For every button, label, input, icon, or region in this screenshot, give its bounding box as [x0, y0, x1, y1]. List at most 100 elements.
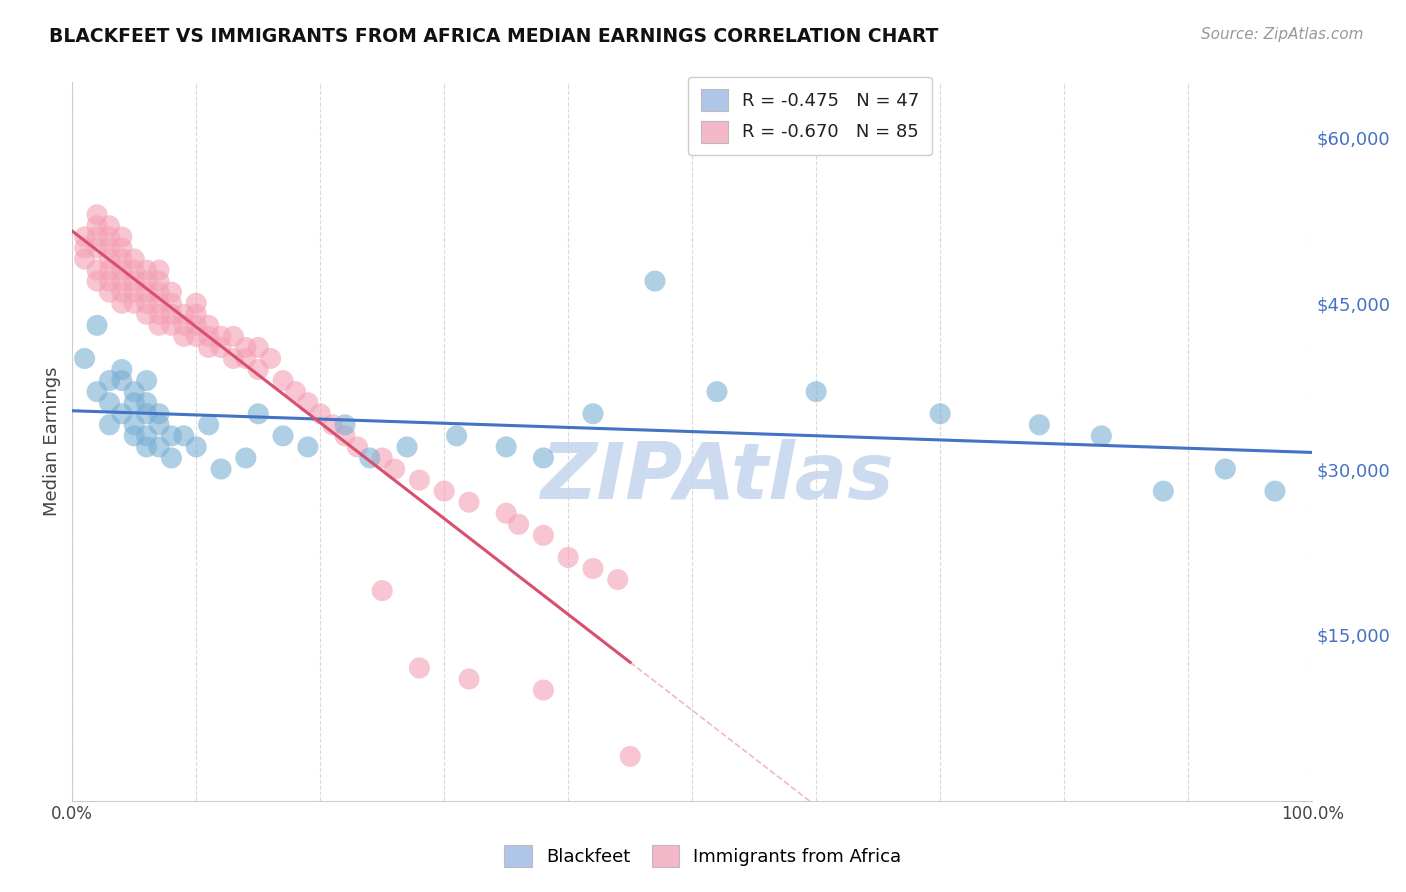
Point — [408, 661, 430, 675]
Point — [1028, 417, 1050, 432]
Point — [557, 550, 579, 565]
Point — [606, 573, 628, 587]
Point — [160, 285, 183, 300]
Point — [98, 230, 121, 244]
Point — [259, 351, 281, 366]
Point — [309, 407, 332, 421]
Point — [333, 417, 356, 432]
Point — [186, 296, 208, 310]
Point — [73, 230, 96, 244]
Point — [333, 429, 356, 443]
Point — [619, 749, 641, 764]
Point — [111, 362, 134, 376]
Point — [111, 230, 134, 244]
Point — [173, 329, 195, 343]
Point — [186, 440, 208, 454]
Point — [197, 340, 219, 354]
Point — [122, 429, 145, 443]
Point — [197, 318, 219, 333]
Point — [86, 219, 108, 233]
Point — [495, 440, 517, 454]
Point — [98, 274, 121, 288]
Point — [135, 440, 157, 454]
Point — [86, 274, 108, 288]
Text: Source: ZipAtlas.com: Source: ZipAtlas.com — [1201, 27, 1364, 42]
Y-axis label: Median Earnings: Median Earnings — [44, 367, 60, 516]
Point — [86, 241, 108, 255]
Point — [222, 351, 245, 366]
Point — [804, 384, 827, 399]
Point — [458, 495, 481, 509]
Point — [531, 450, 554, 465]
Point — [98, 417, 121, 432]
Point — [111, 296, 134, 310]
Point — [148, 285, 170, 300]
Point — [73, 252, 96, 266]
Point — [706, 384, 728, 399]
Point — [384, 462, 406, 476]
Point — [433, 484, 456, 499]
Point — [322, 417, 344, 432]
Point — [135, 429, 157, 443]
Point — [458, 672, 481, 686]
Point — [148, 417, 170, 432]
Point — [98, 374, 121, 388]
Point — [160, 318, 183, 333]
Point — [122, 252, 145, 266]
Point — [135, 374, 157, 388]
Point — [111, 274, 134, 288]
Point — [346, 440, 368, 454]
Point — [86, 230, 108, 244]
Point — [111, 263, 134, 277]
Point — [98, 252, 121, 266]
Point — [173, 318, 195, 333]
Point — [186, 307, 208, 321]
Point — [98, 285, 121, 300]
Point — [235, 450, 257, 465]
Point — [160, 450, 183, 465]
Point — [247, 362, 270, 376]
Point — [297, 440, 319, 454]
Point — [395, 440, 418, 454]
Point — [197, 417, 219, 432]
Point — [582, 561, 605, 575]
Point — [111, 407, 134, 421]
Point — [197, 329, 219, 343]
Point — [86, 318, 108, 333]
Point — [135, 296, 157, 310]
Point — [122, 285, 145, 300]
Point — [173, 429, 195, 443]
Point — [135, 274, 157, 288]
Point — [186, 318, 208, 333]
Point — [98, 395, 121, 409]
Point — [148, 407, 170, 421]
Legend: R = -0.475   N = 47, R = -0.670   N = 85: R = -0.475 N = 47, R = -0.670 N = 85 — [688, 77, 932, 155]
Point — [408, 473, 430, 487]
Point — [122, 417, 145, 432]
Point — [1152, 484, 1174, 499]
Point — [86, 384, 108, 399]
Point — [135, 395, 157, 409]
Point — [284, 384, 307, 399]
Text: ZIPAtlas: ZIPAtlas — [540, 439, 894, 516]
Point — [446, 429, 468, 443]
Point — [222, 329, 245, 343]
Point — [122, 384, 145, 399]
Point — [1090, 429, 1112, 443]
Point — [148, 274, 170, 288]
Point — [111, 374, 134, 388]
Legend: Blackfeet, Immigrants from Africa: Blackfeet, Immigrants from Africa — [498, 838, 908, 874]
Point — [508, 517, 530, 532]
Point — [235, 351, 257, 366]
Point — [371, 450, 394, 465]
Point — [209, 340, 232, 354]
Point — [271, 374, 294, 388]
Point — [297, 395, 319, 409]
Point — [160, 296, 183, 310]
Point — [135, 263, 157, 277]
Point — [371, 583, 394, 598]
Point — [135, 407, 157, 421]
Point — [271, 429, 294, 443]
Point — [209, 329, 232, 343]
Point — [531, 683, 554, 698]
